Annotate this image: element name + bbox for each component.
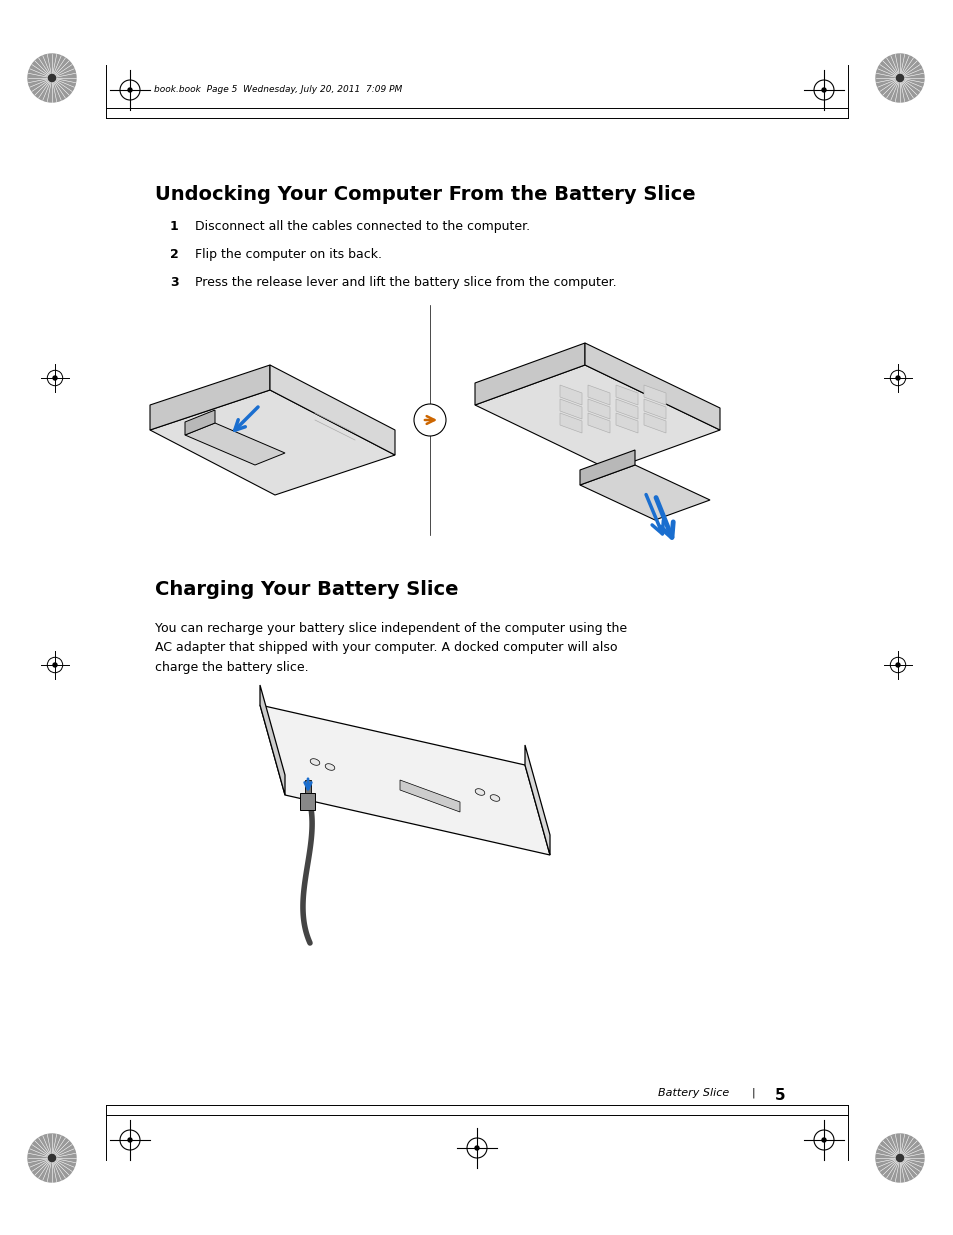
Text: Charging Your Battery Slice: Charging Your Battery Slice (154, 580, 458, 599)
Polygon shape (475, 343, 584, 405)
Polygon shape (587, 412, 609, 433)
Ellipse shape (325, 763, 335, 771)
Circle shape (896, 1155, 902, 1162)
Polygon shape (475, 366, 720, 471)
Text: 1: 1 (170, 220, 178, 233)
Ellipse shape (310, 758, 319, 766)
Circle shape (896, 74, 902, 82)
Polygon shape (643, 385, 665, 405)
Polygon shape (643, 412, 665, 433)
Circle shape (128, 1137, 132, 1142)
Polygon shape (559, 412, 581, 433)
Polygon shape (587, 385, 609, 405)
Polygon shape (584, 343, 720, 430)
Circle shape (475, 1146, 478, 1150)
Polygon shape (185, 424, 285, 466)
Polygon shape (150, 366, 270, 430)
Circle shape (875, 54, 923, 103)
Polygon shape (185, 410, 214, 435)
Ellipse shape (490, 794, 499, 802)
Polygon shape (616, 385, 638, 405)
Polygon shape (559, 385, 581, 405)
Circle shape (895, 663, 899, 667)
Text: book.book  Page 5  Wednesday, July 20, 2011  7:09 PM: book.book Page 5 Wednesday, July 20, 201… (153, 84, 402, 94)
Circle shape (53, 375, 57, 380)
Polygon shape (305, 781, 311, 793)
Ellipse shape (475, 789, 484, 795)
Text: Press the release lever and lift the battery slice from the computer.: Press the release lever and lift the bat… (194, 275, 616, 289)
Text: 5: 5 (774, 1088, 785, 1103)
Polygon shape (579, 450, 635, 485)
Polygon shape (524, 745, 550, 855)
Circle shape (821, 88, 825, 91)
Text: |: | (750, 1088, 754, 1098)
Polygon shape (260, 705, 550, 855)
Circle shape (895, 375, 899, 380)
Polygon shape (299, 793, 314, 810)
Polygon shape (399, 781, 459, 811)
Polygon shape (643, 399, 665, 419)
Text: Undocking Your Computer From the Battery Slice: Undocking Your Computer From the Battery… (154, 185, 695, 204)
Circle shape (49, 74, 55, 82)
Polygon shape (559, 399, 581, 419)
Text: Flip the computer on its back.: Flip the computer on its back. (194, 248, 381, 261)
Text: Battery Slice: Battery Slice (658, 1088, 728, 1098)
Circle shape (53, 663, 57, 667)
Polygon shape (616, 412, 638, 433)
Polygon shape (587, 399, 609, 419)
Circle shape (28, 54, 76, 103)
Polygon shape (579, 466, 709, 520)
Circle shape (821, 1137, 825, 1142)
Circle shape (875, 1134, 923, 1182)
Text: 2: 2 (170, 248, 178, 261)
Circle shape (28, 1134, 76, 1182)
Polygon shape (150, 390, 395, 495)
Text: 3: 3 (170, 275, 178, 289)
Circle shape (49, 1155, 55, 1162)
Text: You can recharge your battery slice independent of the computer using the
AC ada: You can recharge your battery slice inde… (154, 622, 626, 674)
Polygon shape (616, 399, 638, 419)
Polygon shape (270, 366, 395, 454)
Circle shape (414, 404, 446, 436)
Text: Disconnect all the cables connected to the computer.: Disconnect all the cables connected to t… (194, 220, 530, 233)
Circle shape (128, 88, 132, 91)
Polygon shape (260, 685, 285, 795)
